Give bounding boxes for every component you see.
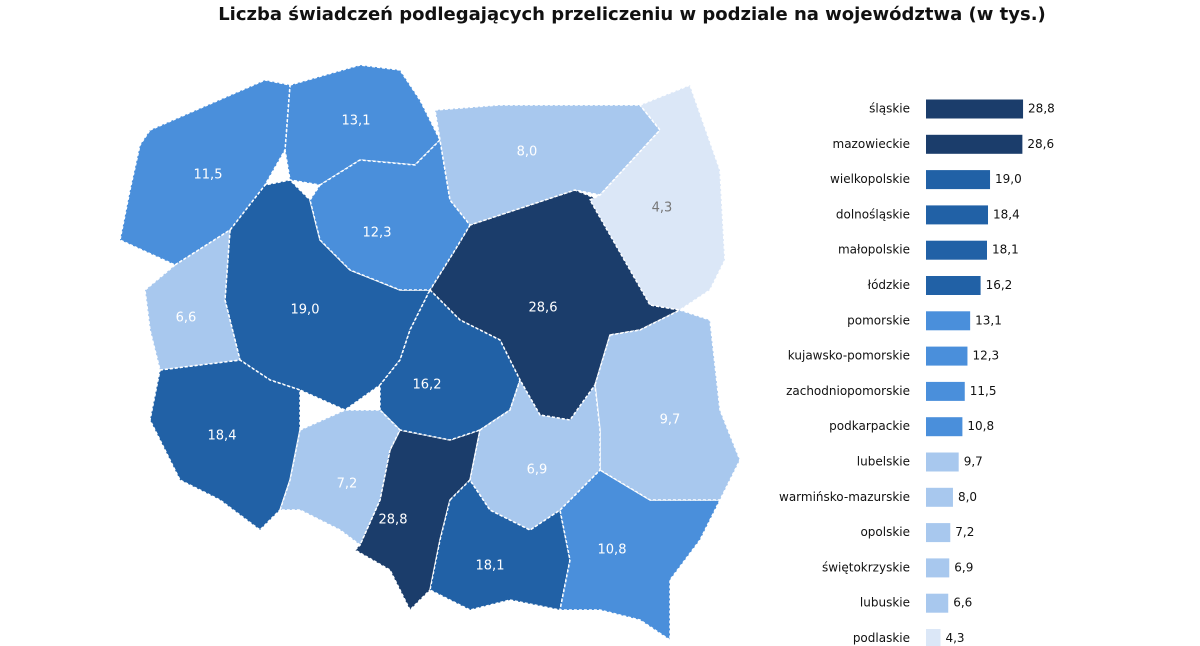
value-label: 18,1 [992,243,1019,257]
bar [926,629,941,646]
value-label: 9,7 [964,455,983,469]
value-label: 28,8 [1028,102,1055,116]
value-label: 13,1 [975,313,1002,327]
region-label: 6,9 [527,463,548,478]
region [144,228,241,371]
region-label: 9,7 [660,413,681,428]
value-label: 11,5 [970,384,997,398]
region [588,84,726,311]
category-label: łódzkie [868,278,910,292]
value-label: 28,6 [1027,137,1054,151]
category-label: śląskie [869,102,910,116]
region-label: 18,1 [476,559,505,574]
value-label: 7,2 [955,525,974,539]
bar [926,381,965,401]
region-label: 10,8 [598,543,627,558]
region [594,309,741,501]
bar [926,452,959,472]
category-label: wielkopolskie [830,172,910,186]
region-label: 8,0 [517,145,538,160]
bar [926,558,950,578]
region [469,378,601,531]
chart-title: Liczba świadczeń podlegających przelicze… [218,4,1046,25]
category-label: zachodniopomorskie [786,384,910,398]
bar [926,205,989,225]
region [309,138,471,291]
bar [926,417,963,437]
region [119,79,291,266]
category-label: pomorskie [847,313,910,327]
bar [926,276,981,295]
value-label: 18,4 [993,207,1020,221]
value-label: 16,2 [986,278,1013,292]
bar [926,311,971,331]
category-label: mazowieckie [833,137,910,151]
region-label: 16,2 [413,378,442,393]
region [278,409,401,547]
region-label: 7,2 [337,477,358,492]
region-label: 12,3 [363,226,392,241]
value-label: 10,8 [967,419,994,433]
bar [926,487,953,507]
region [379,288,521,441]
category-label: kujawsko-pomorskie [788,349,910,363]
region-label: 28,6 [529,301,558,316]
category-label: małopolskie [838,243,910,257]
region-label: 28,8 [379,513,408,528]
bar [926,346,968,366]
bar [926,240,987,260]
region [284,64,441,186]
bar [926,99,1024,119]
region-label: 4,3 [652,201,673,216]
value-label: 6,6 [953,596,972,610]
category-label: dolnośląskie [836,207,910,221]
bar [926,170,991,190]
value-label: 8,0 [958,490,977,504]
region-label: 6,6 [176,311,197,326]
region-label: 11,5 [194,168,223,183]
region [434,104,661,226]
value-label: 6,9 [954,560,973,574]
value-label: 4,3 [945,631,964,645]
region [149,359,301,531]
region-label: 18,4 [208,429,237,444]
value-label: 19,0 [995,172,1022,186]
category-label: świętokrzyskie [822,560,910,574]
bar [926,523,951,543]
bar [926,593,949,613]
category-label: lubuskie [860,596,910,610]
value-label: 12,3 [972,349,999,363]
region-label: 19,0 [291,303,320,318]
category-label: warmińsko-mazurskie [779,490,910,504]
category-label: lubelskie [857,455,910,469]
region-label: 13,1 [342,114,371,129]
category-label: opolskie [860,525,910,539]
bar [926,134,1023,154]
category-label: podkarpackie [829,419,910,433]
category-label: podlaskie [853,631,910,645]
